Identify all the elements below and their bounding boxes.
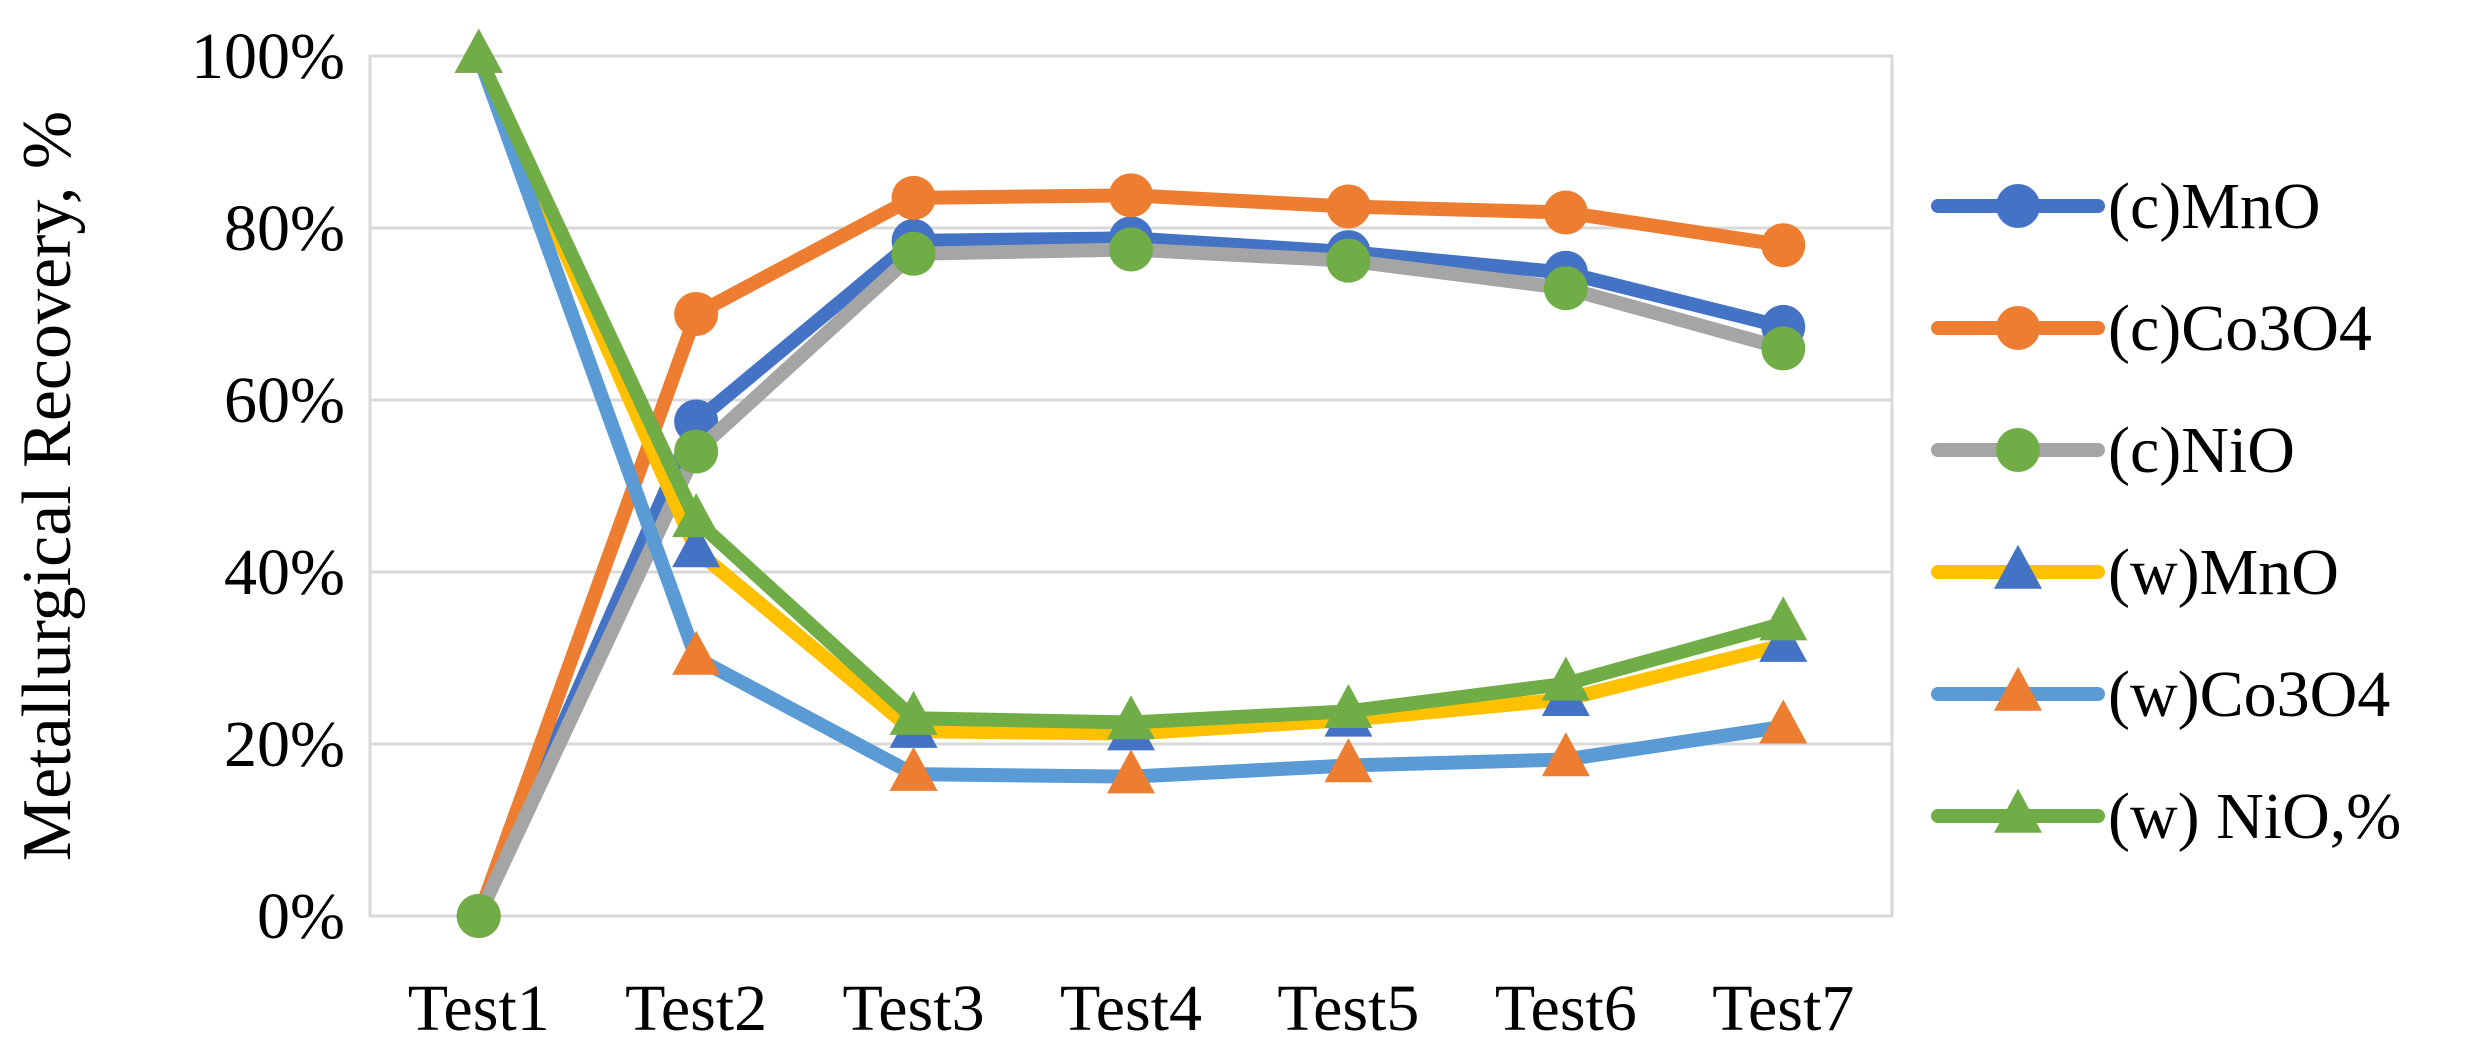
x-tick-label: Test5 <box>1277 972 1419 1045</box>
series-line <box>471 231 1791 923</box>
data-point <box>674 292 719 336</box>
legend-item: (w)Co3O4 <box>1931 658 2390 731</box>
legend: (c)MnO (c)Co3O4 (c)NiO (w)MnO (w)Co3O4 (w) Ni… <box>1931 170 2401 853</box>
data-point <box>454 28 503 73</box>
series-6 <box>454 28 1808 740</box>
legend-label: (c)Co3O4 <box>2108 292 2372 365</box>
y-tick-label: 40% <box>224 536 345 609</box>
series-3 <box>456 227 1806 938</box>
legend-item: (w)MnO <box>1931 536 2339 609</box>
data-point <box>1324 738 1373 783</box>
data-point <box>1107 749 1155 794</box>
series-2 <box>456 173 1806 938</box>
data-point <box>672 523 721 568</box>
legend-swatch-marker <box>1994 666 2042 711</box>
series-1 <box>456 216 1806 938</box>
legend-item: (w) NiO,% <box>1931 780 2401 853</box>
data-point <box>1759 596 1808 641</box>
legend-label: (c)MnO <box>2108 170 2321 243</box>
y-tick-label: 100% <box>191 20 345 93</box>
data-point <box>891 175 936 220</box>
series-4 <box>454 28 1808 751</box>
data-point <box>456 894 501 938</box>
legend-swatch-marker <box>1996 306 2040 350</box>
data-point <box>1107 695 1155 740</box>
y-tick-label: 60% <box>224 364 345 437</box>
data-point <box>1326 184 1371 229</box>
data-point <box>889 690 938 735</box>
y-tick-label: 80% <box>224 192 345 265</box>
y-tick-label: 0% <box>257 880 345 953</box>
legend-label: (c)NiO <box>2108 414 2295 487</box>
x-axis-ticks: Test1 Test2 Test3 Test4 Test5 Test6 Test7 <box>408 972 1855 1045</box>
legend-label: (w) NiO,% <box>2108 780 2401 853</box>
legend-label: (w)MnO <box>2108 536 2339 609</box>
series-line <box>471 49 1791 784</box>
data-point <box>1109 173 1153 218</box>
data-point <box>1326 238 1371 283</box>
data-point <box>672 630 721 675</box>
legend-swatch-marker <box>1996 184 2040 228</box>
series-line <box>471 188 1791 923</box>
data-point <box>1109 227 1153 272</box>
data-point <box>674 429 719 474</box>
legend-item: (c)MnO <box>1931 170 2321 243</box>
x-tick-label: Test2 <box>625 972 767 1045</box>
data-point <box>1761 326 1806 371</box>
x-tick-label: Test1 <box>408 972 550 1045</box>
data-point <box>1541 656 1590 701</box>
data-point <box>1543 190 1588 235</box>
series-group <box>454 28 1808 938</box>
legend-item: (c)Co3O4 <box>1931 292 2372 365</box>
data-point <box>889 746 938 791</box>
data-point <box>1541 732 1590 777</box>
x-tick-label: Test7 <box>1712 972 1854 1045</box>
data-point <box>672 493 721 538</box>
x-tick-label: Test3 <box>843 972 985 1045</box>
x-tick-label: Test6 <box>1495 972 1637 1045</box>
legend-swatch-marker <box>1994 544 2042 589</box>
legend-swatch-marker <box>1994 788 2042 833</box>
y-axis-ticks: 0% 20% 40% 60% 80% 100% <box>191 20 345 953</box>
data-point <box>891 231 936 276</box>
x-tick-label: Test4 <box>1060 972 1202 1045</box>
data-point <box>1761 223 1806 268</box>
legend-swatch-marker <box>1996 428 2040 472</box>
legend-item: (c)NiO <box>1931 414 2295 487</box>
data-point <box>1543 266 1588 311</box>
y-axis-label: Metallurgical Recovery, % <box>9 111 86 861</box>
series-line <box>471 49 1791 741</box>
legend-label: (w)Co3O4 <box>2108 658 2390 731</box>
y-tick-label: 20% <box>224 708 345 781</box>
data-point <box>1759 699 1808 744</box>
data-point <box>1324 684 1373 729</box>
